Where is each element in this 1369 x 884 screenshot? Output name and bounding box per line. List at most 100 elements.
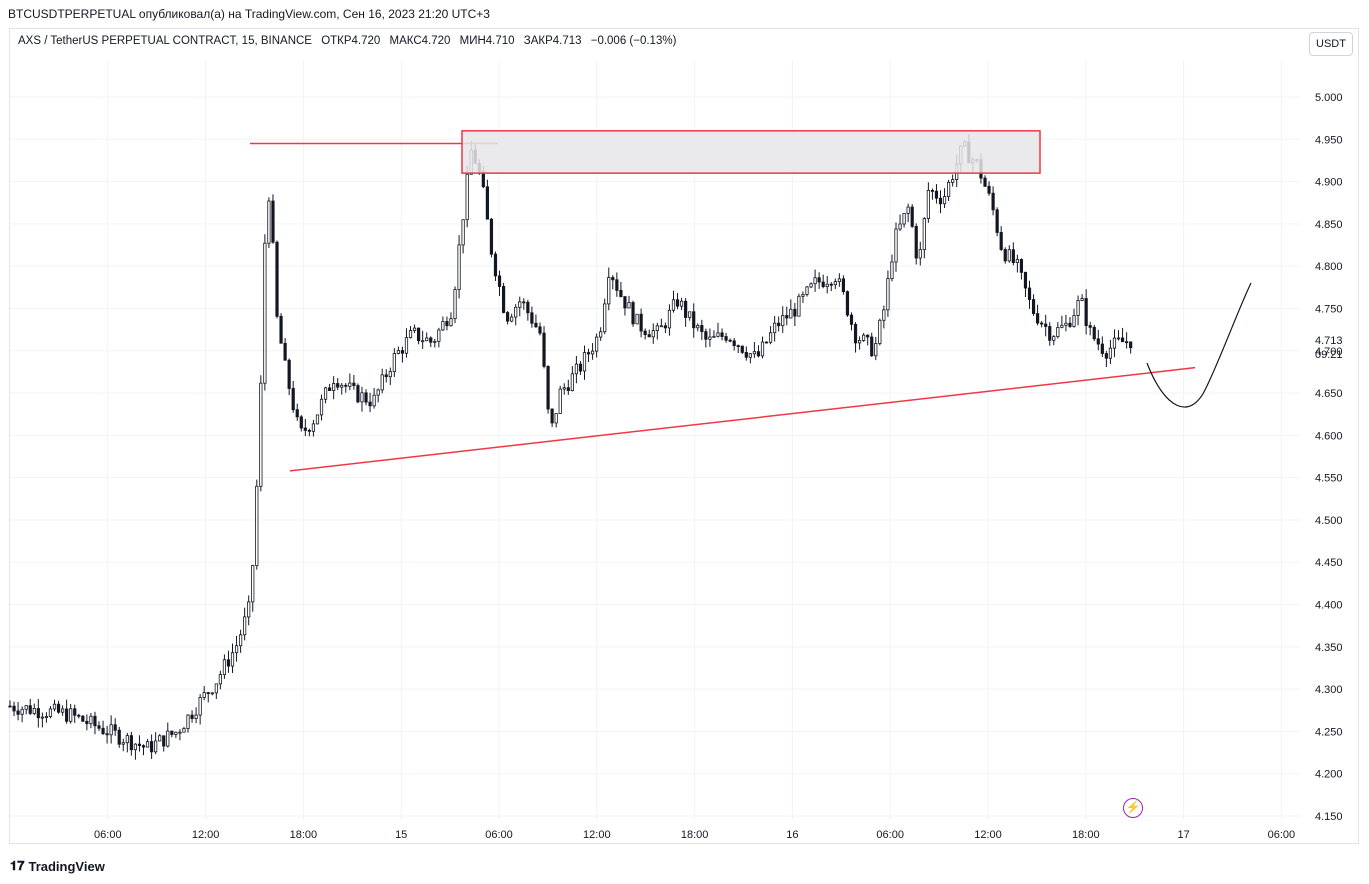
symbol-legend: AXS / TetherUS PERPETUAL CONTRACT, 15, B… [18, 35, 682, 47]
y-tick-label: 4.400 [1315, 600, 1343, 612]
tradingview-logo[interactable]: 𝟏𝟕 TradingView [10, 858, 105, 874]
lightning-icon[interactable]: ⚡ [1123, 798, 1143, 818]
candle-body [716, 332, 720, 337]
x-tick-label: 06:00 [876, 829, 904, 841]
candle-body [991, 192, 995, 211]
candle-body [214, 683, 218, 694]
candle-body [740, 345, 744, 353]
candle-body [489, 218, 494, 255]
candle-body [1040, 322, 1044, 325]
candle-body [16, 710, 20, 715]
candle-body [570, 373, 574, 392]
x-tick-label: 15 [395, 829, 407, 841]
candle-body [275, 241, 279, 317]
candle-body [1104, 353, 1108, 359]
candle-body [845, 291, 850, 316]
candle-body [930, 189, 935, 192]
candle-body [222, 659, 227, 676]
candle-body [809, 283, 813, 288]
candle-body [951, 179, 955, 183]
chart-frame[interactable] [9, 28, 1359, 844]
y-tick-label: 4.200 [1315, 769, 1343, 781]
candle-body [675, 299, 680, 307]
candle-body [578, 363, 583, 372]
ohlc-open: ОТКР4.720 [321, 35, 381, 47]
x-tick-label: 06:00 [1268, 829, 1296, 841]
y-tick-label: 4.550 [1315, 473, 1343, 485]
y-tick-label: 4.850 [1315, 219, 1343, 231]
candle-body [825, 283, 829, 288]
candle-body [1011, 249, 1015, 263]
candle-body [65, 708, 69, 722]
candle-body [247, 601, 251, 618]
candle-body [239, 634, 243, 647]
candle-body [1080, 298, 1084, 301]
candle-body [554, 413, 558, 424]
branding-text: TradingView [28, 858, 105, 874]
candle-body [1019, 259, 1024, 273]
candle-body [404, 337, 409, 354]
candle-body [841, 278, 846, 293]
candle-body [866, 334, 870, 338]
candle-body [24, 705, 28, 710]
candle-body [170, 730, 174, 735]
ohlc-close: ЗАКР4.713 [523, 35, 582, 47]
currency-button[interactable]: USDT [1309, 32, 1353, 56]
header-bar: BTCUSDTPERPETUAL опубликовал(а) на Tradi… [0, 0, 1369, 28]
candle-body [506, 312, 510, 322]
candle-body [550, 408, 554, 424]
candle-body [364, 392, 368, 403]
candle-body [311, 423, 316, 432]
trendline [289, 366, 1196, 472]
candle-body [291, 388, 295, 411]
candle-body [493, 253, 498, 277]
candle-body [485, 186, 489, 220]
candle-body [230, 652, 235, 667]
candle-body [797, 295, 801, 317]
candle-body [117, 729, 121, 745]
candle-body [853, 323, 858, 344]
candle-body [251, 565, 255, 603]
candle-body [344, 384, 348, 387]
candle-body [1027, 287, 1032, 300]
y-tick-label: 4.650 [1315, 388, 1343, 400]
candle-body [999, 232, 1003, 250]
candle-body [902, 213, 906, 225]
y-tick-label: 4.900 [1315, 177, 1343, 189]
candle-body [1003, 249, 1007, 262]
candle-body [773, 322, 777, 334]
candle-body [109, 724, 113, 736]
candle-body [1112, 337, 1117, 349]
candle-body [255, 485, 259, 567]
candle-body [862, 334, 866, 341]
candle-body [983, 177, 987, 187]
candle-body [526, 301, 530, 314]
x-tick-label: 18:00 [681, 829, 709, 841]
candle-body [659, 325, 663, 328]
candle-body [190, 714, 194, 719]
candle-body [425, 337, 429, 342]
candle-body [894, 228, 898, 263]
candle-body [93, 715, 97, 727]
candle-body [635, 313, 639, 325]
candle-body [890, 261, 894, 279]
candle-body [615, 279, 619, 291]
candle-body [465, 173, 469, 221]
candle-body [946, 181, 951, 197]
candle-body [166, 730, 170, 747]
candle-body [1048, 326, 1052, 341]
candle-body [849, 314, 854, 325]
y-tick-label: 4.500 [1315, 515, 1343, 527]
candle-body [1072, 315, 1076, 327]
candle-body [307, 429, 311, 432]
candle-body [732, 340, 736, 347]
candle-body [898, 223, 902, 230]
candle-body [857, 340, 862, 344]
candle-body [44, 716, 49, 718]
symbol-name[interactable]: AXS / TetherUS PERPETUAL CONTRACT, 15, B… [18, 35, 312, 47]
candle-body [1060, 324, 1064, 328]
candle-body [684, 300, 688, 318]
candle-body [611, 277, 615, 281]
x-tick-label: 12:00 [583, 829, 611, 841]
